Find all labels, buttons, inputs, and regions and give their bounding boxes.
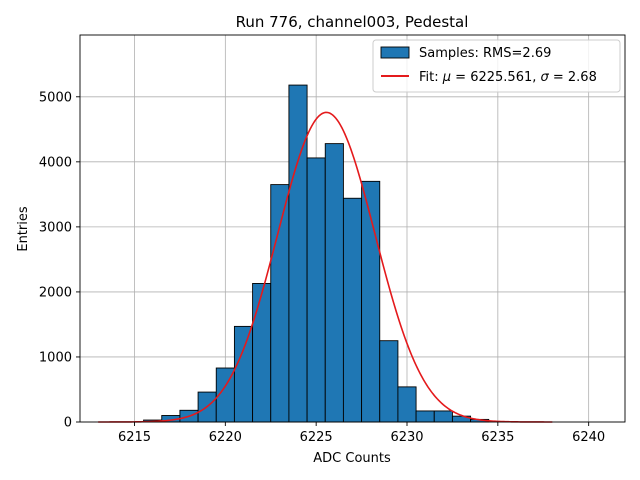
histogram-bar (233, 325, 254, 423)
histogram-bar (306, 157, 326, 423)
histogram-bar (324, 143, 344, 423)
y-tick-label: 0 (64, 416, 72, 431)
legend-swatch-samples (380, 46, 410, 59)
histogram-bar (342, 197, 363, 423)
y-tick-label: 2000 (39, 285, 72, 300)
histogram-bar (397, 386, 417, 423)
legend-box (372, 39, 621, 93)
histogram-bar (288, 84, 308, 423)
x-tick-label: 6235 (481, 430, 514, 445)
legend: Samples: RMS=2.69 Fit: μ = 6225.561, σ =… (372, 39, 621, 93)
chart-title: Run 776, channel003, Pedestal (236, 13, 469, 31)
legend-label-fit: Fit: μ = 6225.561, σ = 2.68 (419, 70, 597, 85)
histogram-bar (379, 340, 399, 423)
y-tick-label: 3000 (39, 220, 72, 235)
y-axis-label: Entries (16, 206, 31, 252)
legend-label-samples: Samples: RMS=2.69 (419, 46, 551, 61)
y-tick-label: 5000 (39, 90, 72, 105)
histogram-bar (270, 184, 290, 423)
x-tick-label: 6215 (118, 430, 151, 445)
histogram-bar (433, 410, 453, 423)
x-axis-ticks: 6215 6220 6225 6230 6235 6240 (118, 422, 605, 445)
x-tick-label: 6230 (390, 430, 423, 445)
y-tick-label: 4000 (39, 155, 72, 170)
x-axis-label: ADC Counts (313, 451, 391, 466)
x-tick-label: 6220 (209, 430, 242, 445)
histogram-bar (415, 410, 435, 423)
gaussian-fit-curve (98, 111, 553, 423)
x-tick-label: 6225 (300, 430, 333, 445)
histogram-bars (143, 84, 490, 423)
y-axis-ticks: 0 1000 2000 3000 4000 5000 (39, 90, 80, 431)
plot-frame (79, 34, 626, 423)
histogram-bar (252, 283, 272, 423)
y-tick-label: 1000 (39, 350, 72, 365)
x-tick-label: 6240 (572, 430, 605, 445)
